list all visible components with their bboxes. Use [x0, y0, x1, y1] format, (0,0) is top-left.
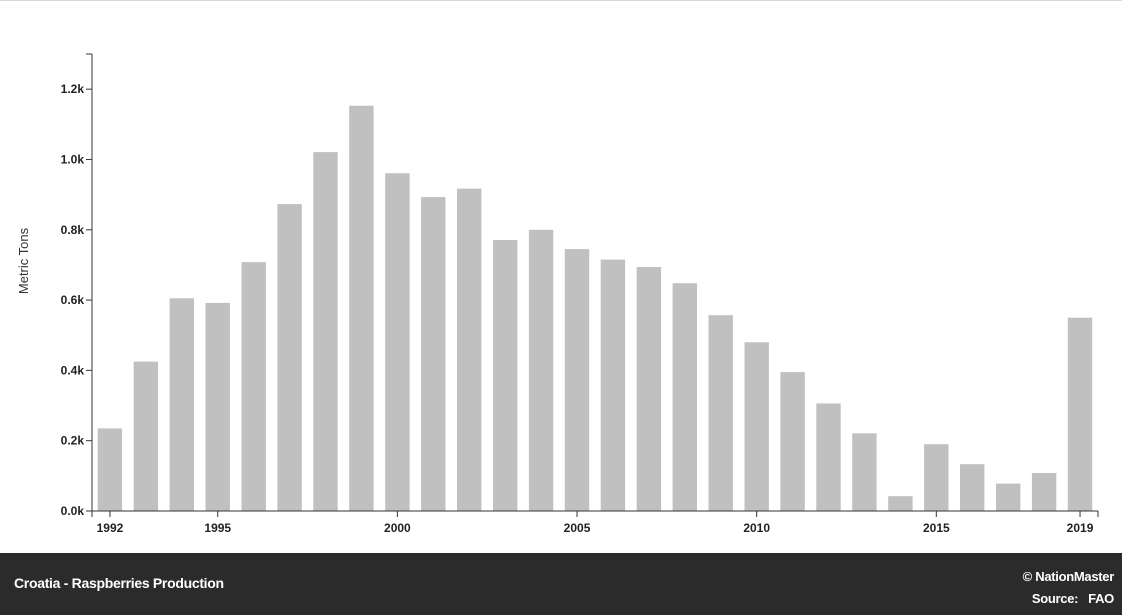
x-tick-label: 2015	[923, 521, 950, 535]
x-axis: 1992 1995 2000 2005 2010 2015 2019	[91, 510, 1099, 535]
x-tick-label: 2000	[384, 521, 411, 535]
bar-2000[interactable]	[385, 173, 410, 511]
bar-2003[interactable]	[493, 240, 518, 511]
bar-1992[interactable]	[97, 428, 123, 511]
x-tick-label: 2019	[1067, 521, 1094, 535]
bar-2010[interactable]	[744, 342, 769, 511]
y-tick-label: 0.6k	[61, 293, 85, 307]
bar-2014[interactable]	[888, 496, 913, 511]
bar-2017[interactable]	[996, 483, 1021, 511]
x-tick-label: 1992	[97, 521, 124, 535]
bar-2007[interactable]	[636, 267, 662, 511]
y-tick-label: 0.2k	[61, 434, 85, 448]
bar-chart: 0.0k 0.2k 0.4k 0.6k 0.8k 1.0k 1.2k 1992 1995 200…	[16, 53, 1099, 535]
bar-2008[interactable]	[672, 283, 697, 511]
bar-1998[interactable]	[313, 152, 338, 511]
bar-2018[interactable]	[1031, 473, 1057, 511]
bar-2009[interactable]	[708, 315, 733, 511]
bar-1993[interactable]	[133, 361, 159, 511]
bar-2016[interactable]	[960, 464, 985, 511]
bar-2012[interactable]	[816, 403, 841, 511]
y-axis: 0.0k 0.2k 0.4k 0.6k 0.8k 1.0k 1.2k	[61, 53, 93, 518]
chart-area: 0.0k 0.2k 0.4k 0.6k 0.8k 1.0k 1.2k 1992 1995 200…	[0, 0, 1122, 535]
bar-2002[interactable]	[457, 188, 482, 511]
source-value: FAO	[1088, 591, 1114, 606]
bar-1994[interactable]	[169, 298, 194, 511]
bar-1995[interactable]	[205, 302, 230, 511]
bar-1996[interactable]	[241, 262, 266, 511]
y-axis-label: Metric Tons	[16, 227, 31, 294]
source-label: Source:	[1031, 591, 1079, 606]
y-tick-label: 1.2k	[61, 82, 85, 96]
chart-footer: Croatia - Raspberries Production © Natio…	[0, 553, 1122, 615]
y-tick-label: 1.0k	[61, 152, 85, 166]
bar-2019[interactable]	[1067, 317, 1093, 511]
bar-2013[interactable]	[852, 433, 877, 511]
y-tick-label: 0.8k	[61, 223, 85, 237]
bars-group	[97, 105, 1093, 512]
y-tick-label: 0.4k	[61, 363, 85, 377]
source-line: Source: FAO	[1032, 591, 1114, 606]
bar-2001[interactable]	[421, 197, 446, 511]
x-tick-label: 2005	[564, 521, 591, 535]
brand-credit[interactable]: © NationMaster	[1022, 569, 1115, 584]
bar-2006[interactable]	[600, 259, 626, 511]
bar-2005[interactable]	[564, 249, 590, 511]
bar-1997[interactable]	[277, 204, 302, 511]
bar-2011[interactable]	[780, 372, 805, 511]
bar-2004[interactable]	[528, 229, 554, 512]
x-tick-label: 1995	[204, 521, 231, 535]
chart-title: Croatia - Raspberries Production	[14, 575, 224, 591]
x-tick-label: 2010	[743, 521, 770, 535]
y-tick-label: 0.0k	[61, 504, 85, 518]
bar-2015[interactable]	[924, 444, 949, 511]
bar-1999[interactable]	[349, 105, 374, 511]
